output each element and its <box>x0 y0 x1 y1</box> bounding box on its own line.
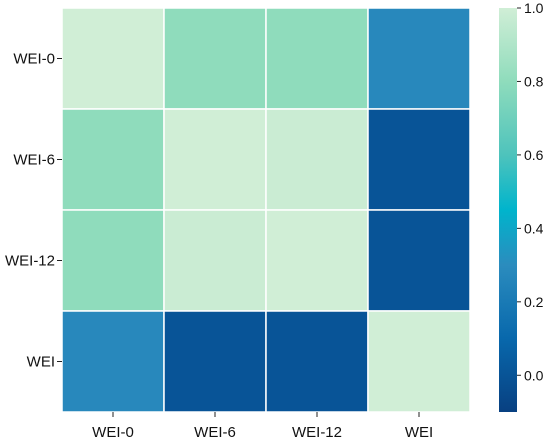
colorbar-tick-label: 0.4 <box>524 220 544 236</box>
heatmap-cell <box>61 310 165 413</box>
y-tick-labels: WEI-0 WEI-6 WEI-12 WEI <box>5 51 62 371</box>
x-tick-label: WEI-0 <box>92 424 134 441</box>
heatmap-cell <box>367 7 471 110</box>
heatmap-cell <box>163 310 267 413</box>
x-tick-label: WEI <box>405 424 433 441</box>
colorbar-gradient <box>499 8 517 412</box>
heatmap-cell <box>265 310 369 413</box>
colorbar-tick-label: 0.2 <box>524 294 544 310</box>
y-tick-label: WEI-6 <box>13 152 55 169</box>
colorbar-tick-label: 0.8 <box>524 73 544 89</box>
heatmap-cell <box>163 209 267 312</box>
heatmap-cell <box>61 108 165 211</box>
colorbar-tick-label: 0.6 <box>524 147 544 163</box>
heatmap-cell <box>265 209 369 312</box>
y-tick-label: WEI <box>27 354 55 371</box>
heatmap-cell <box>265 108 369 211</box>
heatmap-cell <box>163 108 267 211</box>
colorbar: 0.0 0.2 0.4 0.6 0.8 1.0 <box>499 0 544 412</box>
colorbar-tick-label: 1.0 <box>524 0 544 16</box>
x-tick-label: WEI-6 <box>194 424 236 441</box>
heatmap-cell <box>61 7 165 110</box>
heatmap-cell <box>367 108 471 211</box>
y-tick-label: WEI-0 <box>13 51 55 68</box>
colorbar-tick-label: 0.0 <box>524 367 544 383</box>
heatmap-cell <box>367 310 471 413</box>
x-tick-labels: WEI-0 WEI-6 WEI-12 WEI <box>92 412 433 441</box>
x-tick-label: WEI-12 <box>292 424 342 441</box>
heatmap-cell <box>367 209 471 312</box>
y-tick-label: WEI-12 <box>5 253 55 270</box>
heatmap-cell <box>61 209 165 312</box>
heatmap-cell <box>163 7 267 110</box>
heatmap-cell <box>265 7 369 110</box>
heatmap-cells <box>61 7 471 413</box>
